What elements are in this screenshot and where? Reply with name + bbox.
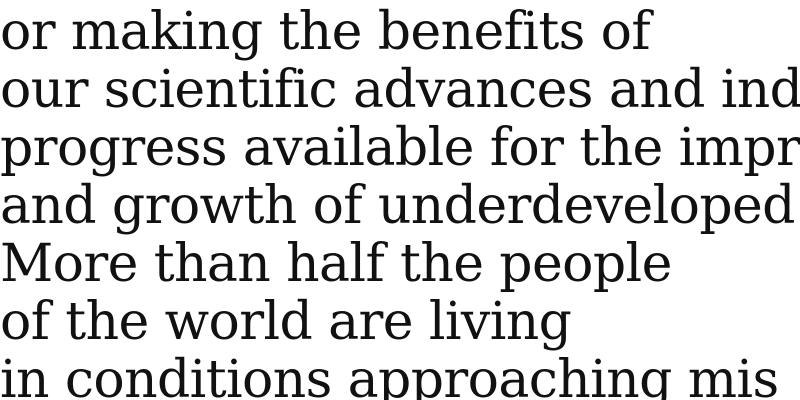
text-line-5: More than half the people (0, 234, 672, 294)
text-line-2: our scientific advances and ind (0, 60, 800, 120)
text-line-6: of the world are living (0, 292, 572, 352)
text-line-3: progress available for the impr (0, 118, 800, 178)
text-line-1: or making the benefits of (0, 2, 651, 62)
text-line-7: in conditions approaching mis (0, 350, 779, 400)
text-line-4: and growth of underdeveloped (0, 176, 795, 236)
